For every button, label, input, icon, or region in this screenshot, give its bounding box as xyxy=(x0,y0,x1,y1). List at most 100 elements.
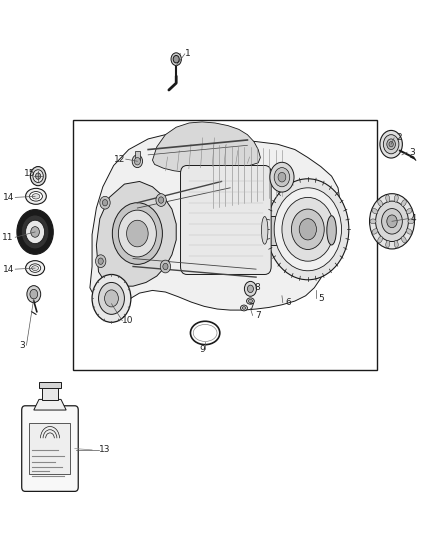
Text: 14: 14 xyxy=(3,193,14,202)
Circle shape xyxy=(376,201,408,241)
Circle shape xyxy=(92,274,131,322)
Text: 12: 12 xyxy=(114,155,126,164)
Text: 15: 15 xyxy=(24,169,35,179)
Polygon shape xyxy=(34,399,66,410)
Circle shape xyxy=(274,188,342,271)
Bar xyxy=(73,120,377,370)
Ellipse shape xyxy=(408,219,414,224)
Ellipse shape xyxy=(378,236,382,243)
Circle shape xyxy=(95,255,106,268)
Circle shape xyxy=(99,282,124,314)
Ellipse shape xyxy=(386,240,390,248)
Text: 2: 2 xyxy=(396,133,402,142)
Circle shape xyxy=(381,208,403,234)
Circle shape xyxy=(387,215,397,228)
Circle shape xyxy=(30,166,46,185)
Ellipse shape xyxy=(372,229,378,234)
Text: 6: 6 xyxy=(285,298,291,307)
Text: 14: 14 xyxy=(3,265,14,273)
Circle shape xyxy=(270,163,294,192)
Circle shape xyxy=(127,220,148,247)
Text: 8: 8 xyxy=(255,283,261,292)
Circle shape xyxy=(33,169,43,182)
Circle shape xyxy=(173,55,179,63)
Text: 5: 5 xyxy=(318,294,325,303)
Circle shape xyxy=(160,260,171,273)
Circle shape xyxy=(299,219,317,240)
Circle shape xyxy=(278,172,286,182)
Ellipse shape xyxy=(247,298,254,304)
Circle shape xyxy=(383,135,399,154)
Circle shape xyxy=(27,286,41,303)
Circle shape xyxy=(171,53,181,66)
Ellipse shape xyxy=(242,306,246,309)
Circle shape xyxy=(389,142,393,147)
Circle shape xyxy=(112,203,162,264)
Ellipse shape xyxy=(327,216,336,245)
Ellipse shape xyxy=(401,236,406,243)
Polygon shape xyxy=(152,122,260,173)
Ellipse shape xyxy=(372,208,378,214)
Ellipse shape xyxy=(401,200,406,206)
Text: 3: 3 xyxy=(19,341,25,350)
Circle shape xyxy=(247,285,254,293)
Ellipse shape xyxy=(29,191,42,201)
Ellipse shape xyxy=(32,266,39,270)
Text: 3: 3 xyxy=(409,148,415,157)
Circle shape xyxy=(267,179,349,280)
Ellipse shape xyxy=(25,188,46,204)
Ellipse shape xyxy=(32,193,40,199)
Circle shape xyxy=(105,290,118,307)
Circle shape xyxy=(100,196,110,209)
Circle shape xyxy=(370,193,414,249)
Circle shape xyxy=(291,209,324,249)
Circle shape xyxy=(282,197,334,261)
Ellipse shape xyxy=(370,219,376,224)
Text: 7: 7 xyxy=(248,303,254,312)
FancyBboxPatch shape xyxy=(22,406,78,491)
Circle shape xyxy=(387,139,396,150)
Circle shape xyxy=(21,215,49,249)
Circle shape xyxy=(156,193,166,206)
Circle shape xyxy=(244,281,257,296)
Ellipse shape xyxy=(406,229,412,234)
Circle shape xyxy=(102,199,108,206)
Circle shape xyxy=(31,227,39,237)
Ellipse shape xyxy=(25,261,45,276)
Text: 10: 10 xyxy=(122,316,134,325)
Bar xyxy=(39,382,60,388)
FancyBboxPatch shape xyxy=(180,165,271,274)
Ellipse shape xyxy=(394,195,398,202)
Text: 4: 4 xyxy=(410,214,416,223)
Ellipse shape xyxy=(248,300,253,303)
Text: 11: 11 xyxy=(3,233,14,242)
Text: 13: 13 xyxy=(99,446,110,455)
Circle shape xyxy=(17,209,53,254)
Ellipse shape xyxy=(406,208,412,214)
Ellipse shape xyxy=(386,195,390,202)
Circle shape xyxy=(25,220,45,244)
Circle shape xyxy=(98,258,103,264)
Polygon shape xyxy=(90,134,340,310)
Polygon shape xyxy=(96,181,176,286)
Bar xyxy=(42,387,58,400)
Circle shape xyxy=(163,263,168,270)
Bar xyxy=(265,216,332,245)
Bar xyxy=(29,423,71,474)
Circle shape xyxy=(118,210,156,257)
Ellipse shape xyxy=(378,200,382,206)
Circle shape xyxy=(274,167,290,187)
Ellipse shape xyxy=(261,216,268,244)
Circle shape xyxy=(132,155,142,167)
Bar xyxy=(135,151,140,160)
Circle shape xyxy=(134,158,141,165)
Circle shape xyxy=(35,173,41,179)
Text: 7: 7 xyxy=(255,311,261,320)
Text: 1: 1 xyxy=(185,50,191,58)
Circle shape xyxy=(159,197,164,203)
Text: 9: 9 xyxy=(199,345,205,354)
Ellipse shape xyxy=(240,305,247,311)
Ellipse shape xyxy=(394,240,398,248)
Circle shape xyxy=(380,131,403,158)
Circle shape xyxy=(30,289,38,299)
